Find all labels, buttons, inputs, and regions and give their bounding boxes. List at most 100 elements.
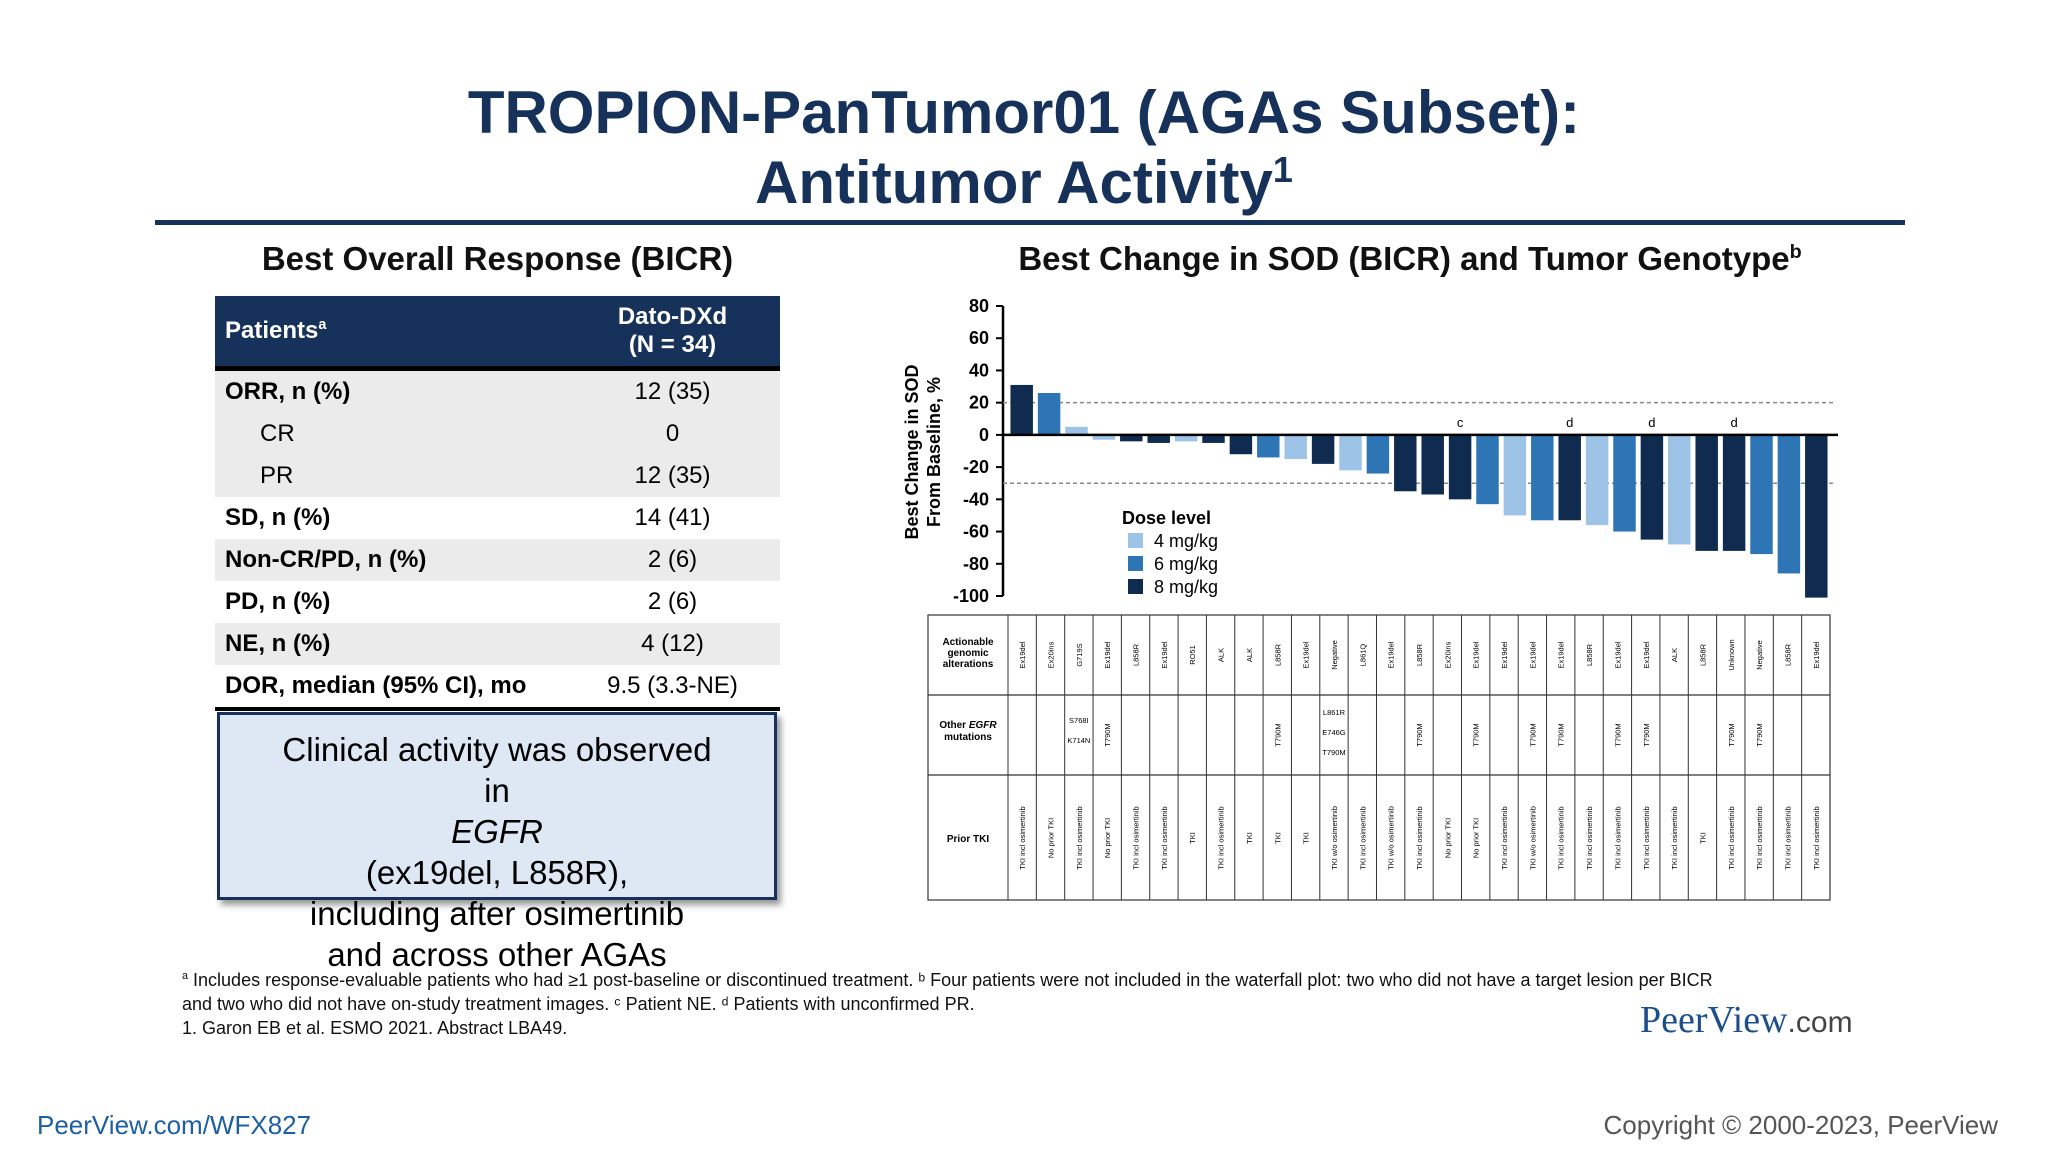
- waterfall-bar: [1640, 434, 1664, 540]
- waterfall-bar: [1750, 434, 1773, 555]
- cell-prior-tki: TKI incl osimertinib: [1500, 806, 1509, 869]
- cell-egfr-mutation: T790M: [1415, 723, 1424, 746]
- waterfall-bar: [1476, 434, 1499, 505]
- table-row-sd: SD, n (%) 14 (41): [225, 504, 711, 531]
- waterfall-bar: [1613, 434, 1636, 532]
- waterfall-bar: [1503, 434, 1527, 516]
- cell-alteration: Ex19del: [1472, 641, 1481, 668]
- cell-alteration: L858R: [1273, 643, 1282, 666]
- waterfall-bar: [1558, 434, 1581, 521]
- waterfall-bar: [1695, 434, 1718, 551]
- cell-prior-tki: TKI: [1273, 832, 1282, 844]
- callout-line2: in EGFR (ex19del, L858R),: [365, 772, 629, 891]
- cell-alteration: Unknown: [1727, 639, 1736, 670]
- cell-prior-tki: TKI: [1245, 832, 1254, 844]
- y-tick-label: 60: [969, 328, 989, 348]
- waterfall-bar: [1339, 434, 1362, 471]
- cell-alteration: Ex19del: [1528, 641, 1537, 668]
- y-tick-label: -80: [963, 554, 989, 574]
- table-row-pr: PR 12 (35): [215, 455, 780, 497]
- cell-prior-tki: TKI w/o osimertinib: [1387, 806, 1396, 870]
- cell-alteration: L858R: [1585, 643, 1594, 666]
- cell-alteration: Ex19del: [1103, 641, 1112, 668]
- program-link[interactable]: PeerView.com/WFX827: [37, 1110, 312, 1140]
- waterfall-bar: [1311, 434, 1335, 464]
- cell-prior-tki: TKI incl osimertinib: [1585, 806, 1594, 869]
- peerview-logo: PeerView.com: [1640, 999, 1853, 1041]
- cell-alteration: ALK: [1670, 648, 1679, 662]
- cell-alteration: Ex19del: [1302, 641, 1311, 668]
- waterfall-bar: [1174, 434, 1198, 442]
- row-label-egfr-line2: mutations: [944, 732, 992, 743]
- waterfall-bar: [1805, 434, 1828, 598]
- table-header-patients: Patientsa: [215, 296, 565, 369]
- cell-prior-tki: TKI incl osimertinib: [1358, 806, 1367, 869]
- bar-annotation: d: [1730, 415, 1737, 430]
- cell-alteration: RO51: [1188, 645, 1197, 665]
- table-row-orr: ORR, n (%) 12 (35): [215, 368, 780, 413]
- legend-swatch: [1128, 579, 1143, 594]
- cell-alteration: L858R: [1415, 643, 1424, 666]
- cell-egfr-mutation: T790M: [1273, 723, 1282, 746]
- bar-annotation: d: [1566, 415, 1573, 430]
- cell-alteration: L858R: [1698, 643, 1707, 666]
- cell-alteration: Ex20ins: [1443, 641, 1452, 668]
- left-section-heading: Best Overall Response (BICR): [261, 240, 734, 277]
- table-row-dor: DOR, median (95% CI), mo 9.5 (3.3-NE): [215, 665, 780, 709]
- waterfall-bar: [1777, 434, 1801, 574]
- waterfall-bar: [1010, 384, 1033, 435]
- cell-alteration: L858R: [1783, 643, 1792, 666]
- title-text: Antitumor Activity: [755, 149, 1273, 216]
- cell-prior-tki: TKI incl osimertinib: [1755, 806, 1764, 869]
- cell-alteration: Ex19del: [1557, 641, 1566, 668]
- cell-prior-tki: TKI incl osimertinib: [1415, 806, 1424, 869]
- legend-title: Dose level: [1122, 508, 1211, 528]
- waterfall-bar: [1065, 426, 1088, 435]
- cell-prior-tki: TKI w/o osimertinib: [1330, 806, 1339, 870]
- waterfall-bar: [1147, 434, 1170, 443]
- cell-prior-tki: TKI incl osimertinib: [1642, 806, 1651, 869]
- cell-alteration: Ex19del: [1018, 641, 1027, 668]
- waterfall-bar: [1120, 434, 1143, 442]
- cell-egfr-mutation: K714N: [1067, 736, 1090, 745]
- cell-prior-tki: No prior TKI: [1047, 818, 1056, 858]
- cell-alteration: Negative: [1330, 640, 1339, 670]
- waterfall-bar: [1668, 434, 1691, 545]
- cell-alteration: Ex20ins: [1047, 641, 1056, 668]
- cell-alteration: Ex19del: [1812, 641, 1821, 668]
- waterfall-bar: [1394, 434, 1417, 492]
- table-header-dato-dxd: Dato-DXd (N = 34): [565, 296, 780, 369]
- cell-alteration: Ex19del: [1160, 641, 1169, 668]
- cell-prior-tki: TKI: [1188, 832, 1197, 844]
- cell-alteration: Negative: [1755, 640, 1764, 670]
- title-divider: [155, 220, 1905, 225]
- y-tick-label: 80: [969, 296, 989, 316]
- cell-prior-tki: TKI incl osimertinib: [1613, 806, 1622, 869]
- waterfall-bar: [1722, 434, 1746, 551]
- cell-prior-tki: TKI incl osimertinib: [1018, 806, 1027, 869]
- cell-prior-tki: TKI incl osimertinib: [1783, 806, 1792, 869]
- waterfall-bar: [1284, 434, 1307, 460]
- waterfall-bar: [1092, 434, 1116, 440]
- bar-annotation: c: [1457, 415, 1464, 430]
- cell-alteration: Ex19del: [1500, 641, 1509, 668]
- cell-egfr-mutation: T790M: [1613, 723, 1622, 746]
- legend-label: 6 mg/kg: [1154, 554, 1218, 574]
- cell-prior-tki: TKI incl osimertinib: [1670, 806, 1679, 869]
- cell-prior-tki: TKI incl osimertinib: [1075, 806, 1084, 869]
- legend-swatch: [1128, 556, 1143, 571]
- cell-egfr-mutation: T790M: [1472, 723, 1481, 746]
- cell-egfr-mutation: T790M: [1642, 723, 1651, 746]
- y-tick-label: -100: [953, 586, 989, 606]
- waterfall-bar: [1037, 393, 1061, 435]
- right-section-heading: Best Change in SOD (BICR) and Tumor Geno…: [1018, 240, 1802, 277]
- cell-egfr-mutation: S768I: [1069, 716, 1089, 725]
- copyright: Copyright © 2000-2023, PeerView: [1603, 1110, 1998, 1140]
- cell-egfr-mutation: T790M: [1557, 723, 1566, 746]
- waterfall-bar: [1585, 434, 1609, 526]
- cell-egfr-mutation: T790M: [1727, 723, 1736, 746]
- cell-egfr-mutation: T790M: [1755, 723, 1764, 746]
- table-row-cr: CR 0: [215, 413, 780, 455]
- genotype-grid-border: [927, 614, 1831, 901]
